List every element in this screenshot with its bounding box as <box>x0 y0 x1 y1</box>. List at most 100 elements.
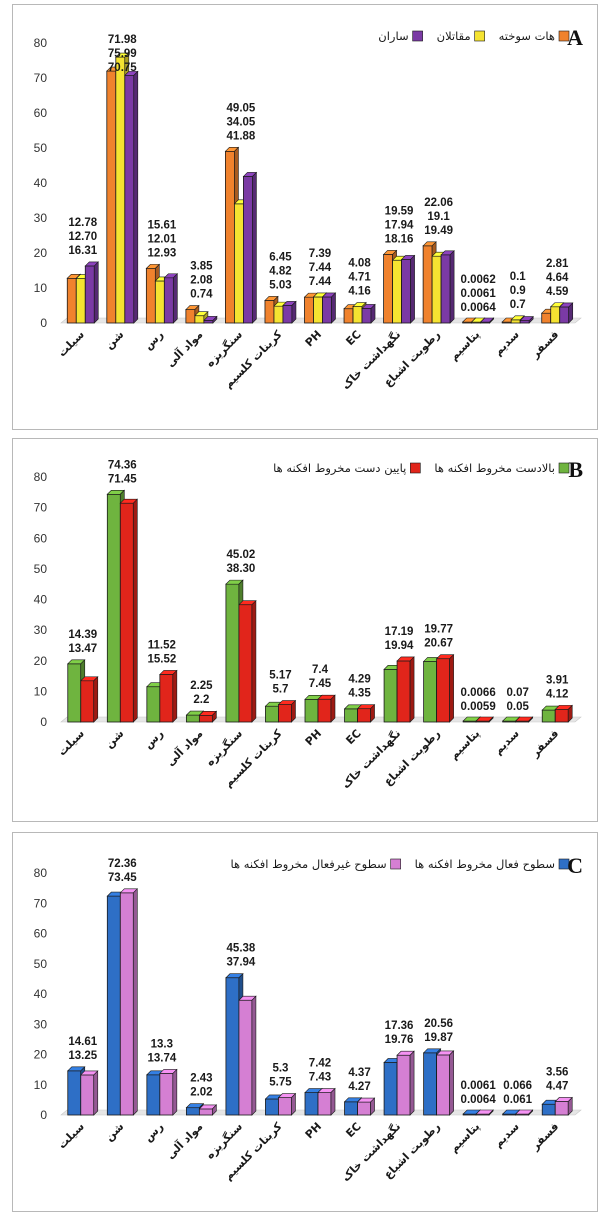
category-label: شن <box>103 328 127 352</box>
bar-front <box>106 70 117 324</box>
data-label: 19.76 <box>385 1034 414 1046</box>
data-label: 19.77 <box>424 624 453 636</box>
bar <box>356 1097 376 1116</box>
chart-c-svg: 0 10 20 30 40 50 60 70 80 14.61 13.25 سیلت 72.36 73.4… <box>34 853 583 1184</box>
chart-panel-a: 0 10 20 30 40 50 60 70 80 12.78 12.70 16.31 سیلت 71.9… <box>12 4 598 430</box>
bar-side <box>133 70 139 324</box>
legend-item: مقاتلان <box>437 29 485 43</box>
data-label: 16.31 <box>68 245 97 257</box>
bar <box>559 302 574 324</box>
y-tick-label: 70 <box>34 896 48 910</box>
y-tick-label: 30 <box>34 1017 48 1031</box>
category-label: EC <box>343 727 363 747</box>
data-label: 4.08 <box>348 258 371 270</box>
category-label: سیلت <box>55 1120 86 1151</box>
bar <box>80 676 99 723</box>
data-label: 14.61 <box>68 1036 97 1048</box>
bar <box>554 1096 573 1116</box>
bar <box>84 261 99 324</box>
bar-front <box>119 892 134 1116</box>
data-label: 19.1 <box>427 211 450 223</box>
data-label: 72.36 <box>108 858 137 870</box>
bar <box>317 694 336 723</box>
data-label: 5.17 <box>269 670 291 682</box>
data-label: 5.75 <box>269 1077 292 1089</box>
bar-front <box>550 306 561 324</box>
bar-front <box>422 245 433 324</box>
bar-front <box>225 583 240 723</box>
category-label: EC <box>343 1120 363 1140</box>
bar-side <box>291 699 296 723</box>
bar-front <box>80 680 95 723</box>
bar-side <box>252 171 257 324</box>
bar-side <box>212 315 218 324</box>
chart-panel-c: 0 10 20 30 40 50 60 70 80 14.61 13.25 سیلت 72.36 73.4… <box>12 832 598 1212</box>
data-label: 38.30 <box>227 563 256 575</box>
category-label: سدیم <box>491 1120 521 1150</box>
y-tick-label: 20 <box>34 654 48 668</box>
bar-front <box>198 714 213 723</box>
panel-label: C <box>567 853 583 878</box>
bar-front <box>163 277 174 324</box>
data-label: 37.94 <box>227 957 256 969</box>
y-tick-label: 80 <box>34 36 48 50</box>
bar-front <box>282 304 293 324</box>
bar <box>514 1109 534 1116</box>
bar-front <box>396 660 411 723</box>
bar-front <box>159 674 174 723</box>
bar-side <box>291 1092 296 1116</box>
data-label: 0.74 <box>190 289 213 301</box>
bar-front <box>238 999 253 1116</box>
bar-side <box>567 1096 573 1116</box>
category-label: پتاسیم <box>447 727 482 762</box>
y-tick-label: 60 <box>34 106 48 120</box>
legend-swatch <box>558 30 570 42</box>
data-label: 19.59 <box>385 205 414 217</box>
y-tick-label: 50 <box>34 141 48 155</box>
data-label: 4.59 <box>546 286 568 298</box>
bar-front <box>278 1097 292 1116</box>
data-label: 6.45 <box>269 251 292 263</box>
bar-front <box>344 708 358 723</box>
bar-front <box>225 150 235 324</box>
data-label: 13.74 <box>147 1052 176 1064</box>
data-label: 12.70 <box>68 231 97 243</box>
bar <box>203 315 218 324</box>
data-label: 4.64 <box>546 272 569 284</box>
data-label: 12.93 <box>147 247 176 259</box>
bar-front <box>67 1070 82 1116</box>
bar-side <box>93 676 99 723</box>
data-label: 45.38 <box>227 943 256 955</box>
category-label: فسفر <box>528 1120 561 1153</box>
bar <box>400 254 416 324</box>
data-label: 45.02 <box>227 549 256 561</box>
bar-side <box>251 995 257 1116</box>
bar <box>317 1087 336 1116</box>
chart-a-svg: 0 10 20 30 40 50 60 70 80 12.78 12.70 16.31 سیلت 71.9… <box>34 25 583 392</box>
bar-front <box>198 1108 213 1116</box>
bar <box>163 273 179 324</box>
data-label: 13.47 <box>68 643 97 655</box>
bar <box>361 303 376 324</box>
y-tick-label: 40 <box>34 176 48 190</box>
data-label: 7.4 <box>312 664 329 676</box>
data-label: 17.36 <box>385 1020 414 1032</box>
bar-front <box>352 306 363 324</box>
bar-side <box>528 315 534 324</box>
legend-swatch <box>390 858 401 870</box>
legend-item: سطوح فعال مخروط افکنه ها <box>415 857 570 872</box>
bar <box>396 656 415 723</box>
bar-front <box>124 74 135 324</box>
bar-front <box>234 203 244 324</box>
bar-front <box>119 502 134 723</box>
legend-label: مقاتلان <box>437 29 471 43</box>
bar-side <box>133 498 138 723</box>
bar-front <box>146 1074 161 1116</box>
bar-front <box>194 315 205 324</box>
bar <box>119 888 139 1116</box>
bar-front <box>440 254 451 324</box>
data-label: 4.29 <box>348 674 370 686</box>
chart-panel-b: 0 10 20 30 40 50 60 70 80 14.39 13.47 سیلت 74.36 71.4… <box>12 438 598 822</box>
bar-front <box>84 265 95 324</box>
bar <box>277 699 297 723</box>
